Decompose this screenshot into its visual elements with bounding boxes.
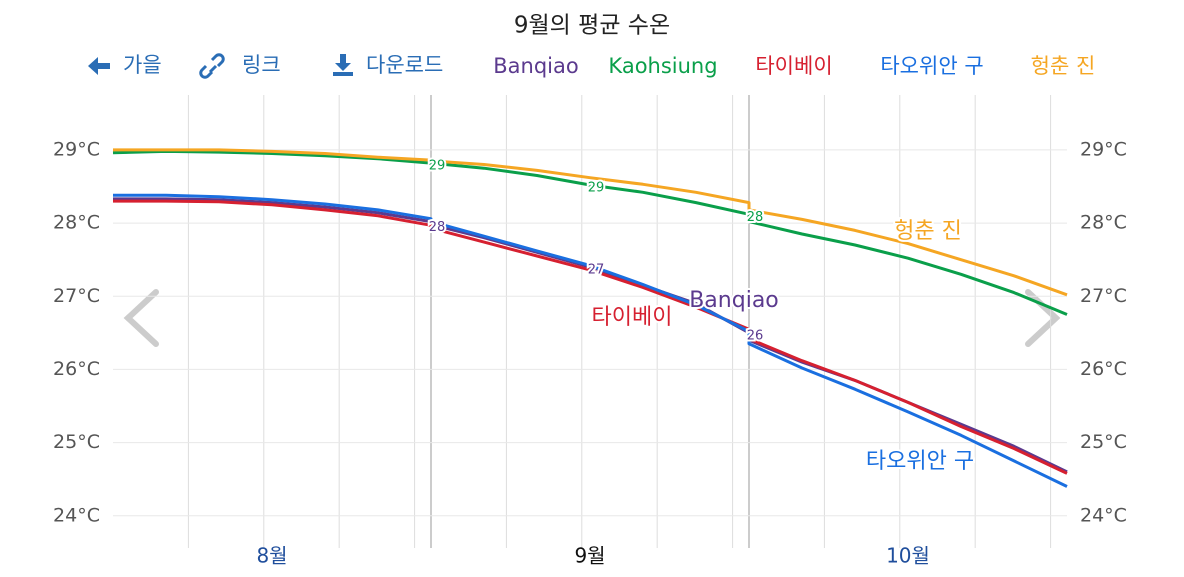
series-line	[112, 149, 1068, 316]
x-tick-label: 10월	[886, 544, 930, 568]
legend-entry[interactable]: 헝춘 진	[1031, 54, 1096, 78]
y-tick-label: 29°C	[53, 138, 100, 160]
value-label: 28	[429, 220, 446, 235]
y-tick-label: 25°C	[53, 431, 100, 453]
chart-title: 9월의 평균 수온	[514, 13, 670, 39]
y-tick-label: 27°C	[53, 285, 100, 307]
y-tick-label: 24°C	[1080, 504, 1127, 526]
nav-link[interactable]: 링크	[199, 53, 281, 79]
y-tick-label: 24°C	[53, 504, 100, 526]
prev-arrow[interactable]	[123, 289, 159, 347]
series-label: 헝춘 진	[894, 219, 962, 244]
series-line	[113, 199, 1068, 475]
value-label: 26	[747, 328, 764, 343]
nav-label: 다운로드	[366, 53, 443, 77]
nav-label: 링크	[242, 53, 281, 77]
x-tick-label: 8월	[256, 544, 287, 568]
series-line	[113, 193, 1068, 488]
y-tick-label: 26°C	[1080, 358, 1127, 380]
y-tick-label: 29°C	[1080, 138, 1127, 160]
value-label: 28	[747, 210, 764, 225]
value-label: 27	[588, 262, 605, 277]
y-tick-label: 25°C	[1080, 431, 1127, 453]
series-label: Banqiao	[689, 288, 779, 313]
value-label: 29	[429, 159, 446, 174]
legend-entry[interactable]: Kaohsiung	[608, 54, 717, 78]
nav-label: 가을	[123, 53, 162, 77]
nav-back[interactable]: 가을	[88, 53, 162, 77]
legend-entry[interactable]: 타이베이	[755, 54, 832, 78]
back-icon	[88, 57, 110, 75]
y-tick-label: 27°C	[1080, 285, 1127, 307]
legend-entry[interactable]: Banqiao	[493, 54, 578, 78]
series-line	[113, 148, 1068, 297]
y-tick-label: 26°C	[53, 358, 100, 380]
value-label: 29	[588, 181, 605, 196]
x-tick-label: 9월	[574, 544, 605, 568]
series-label: 타이베이	[592, 305, 673, 330]
download-icon	[333, 54, 353, 76]
nav-download[interactable]: 다운로드	[333, 53, 443, 77]
legend-entry[interactable]: 타오위안 구	[880, 54, 983, 78]
y-tick-label: 28°C	[53, 212, 100, 234]
series-label: 타오위안 구	[866, 449, 974, 474]
y-tick-label: 28°C	[1080, 212, 1127, 234]
link-icon	[199, 53, 225, 79]
